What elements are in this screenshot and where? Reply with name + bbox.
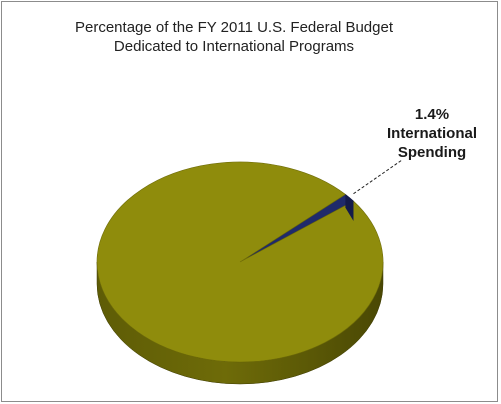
chart-subtitle: Dedicated to International Programs xyxy=(113,38,355,55)
slice-annotation: 1.4% International Spending xyxy=(370,105,494,162)
slice-annotation-value: 1.4% xyxy=(414,106,450,123)
pie-slice-other xyxy=(96,161,384,363)
chart-title-block: Percentage of the FY 2011 U.S. Federal B… xyxy=(14,18,454,56)
leader-line xyxy=(353,159,403,195)
slice-annotation-line1: International xyxy=(386,125,477,142)
pie-slice-international-edge xyxy=(345,194,354,221)
chart-title: Percentage of the FY 2011 U.S. Federal B… xyxy=(75,19,393,36)
pie-slices xyxy=(96,161,384,363)
slice-annotation-line2: Spending xyxy=(397,144,467,161)
